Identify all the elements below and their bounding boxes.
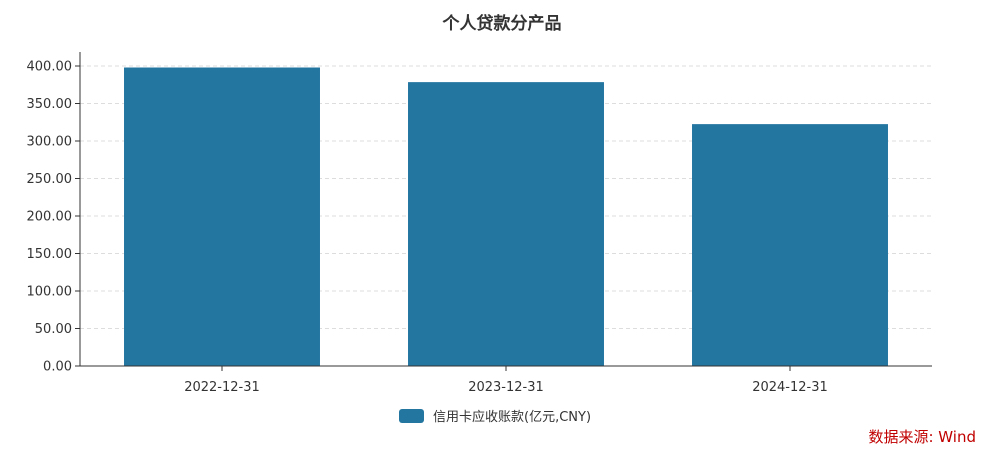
bars xyxy=(124,67,888,367)
y-tick-label: 100.00 xyxy=(27,285,73,300)
x-tick-label: 2024-12-31 xyxy=(752,380,828,395)
y-tick-label: 50.00 xyxy=(35,322,72,337)
data-source-note: 数据来源: Wind xyxy=(868,428,976,446)
y-tick-label: 150.00 xyxy=(27,247,73,262)
y-tick-label: 200.00 xyxy=(27,210,73,225)
x-axis-ticks: 2022-12-31 2023-12-31 2024-12-31 xyxy=(184,366,828,395)
bar[interactable] xyxy=(692,124,888,366)
bar[interactable] xyxy=(408,82,604,366)
y-tick-label: 350.00 xyxy=(27,97,73,112)
x-tick-label: 2023-12-31 xyxy=(468,380,544,395)
y-axis-ticks: 0.00 50.00 100.00 150.00 200.00 250.00 300.00 3… xyxy=(27,60,80,375)
y-tick-label: 0.00 xyxy=(43,360,72,375)
y-tick-label: 400.00 xyxy=(27,60,73,75)
legend-swatch[interactable] xyxy=(399,409,424,423)
bar[interactable] xyxy=(124,67,320,367)
x-tick-label: 2022-12-31 xyxy=(184,380,260,395)
legend[interactable]: 信用卡应收账款(亿元,CNY) xyxy=(399,409,591,425)
y-tick-label: 300.00 xyxy=(27,135,73,150)
legend-label[interactable]: 信用卡应收账款(亿元,CNY) xyxy=(433,409,591,425)
chart-title: 个人贷款分产品 xyxy=(442,13,562,34)
y-tick-label: 250.00 xyxy=(27,172,73,187)
